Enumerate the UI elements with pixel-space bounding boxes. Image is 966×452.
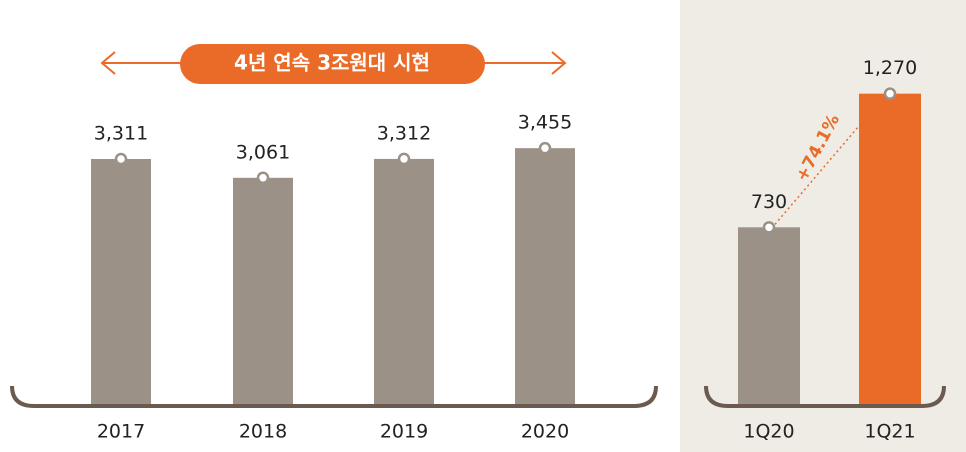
marker (397, 152, 411, 166)
value-label: 3,455 (518, 112, 572, 134)
value-label: 3,311 (94, 123, 148, 145)
value-label: 3,312 (377, 122, 431, 144)
arrow-head (100, 51, 116, 75)
banner-pill (180, 44, 485, 84)
marker (114, 152, 128, 166)
bar (374, 158, 434, 408)
axis-bracket (10, 385, 658, 408)
x-tick-label: 2017 (97, 421, 145, 443)
panel-background (680, 0, 966, 452)
marker (883, 87, 897, 100)
axis-bracket (704, 385, 946, 408)
banner-text: 4년 연속 3조원대 시현 (234, 51, 430, 75)
x-tick-label: 1Q21 (864, 421, 915, 443)
arrow-head (551, 51, 567, 75)
value-label: 1,270 (863, 57, 917, 79)
x-tick-label: 2019 (380, 421, 428, 443)
marker (256, 171, 270, 185)
x-tick-label: 1Q20 (743, 421, 794, 443)
marker (762, 221, 776, 234)
bar (91, 159, 151, 408)
x-tick-label: 2018 (239, 421, 287, 443)
bar (233, 177, 293, 408)
x-tick-label: 2020 (521, 421, 569, 443)
bar (738, 227, 800, 408)
bar (859, 93, 921, 409)
banner: 4년 연속 3조원대 시현 (100, 44, 567, 84)
marker (538, 141, 552, 155)
bar (515, 148, 575, 408)
value-label: 3,061 (236, 141, 290, 163)
value-label: 730 (751, 191, 787, 213)
